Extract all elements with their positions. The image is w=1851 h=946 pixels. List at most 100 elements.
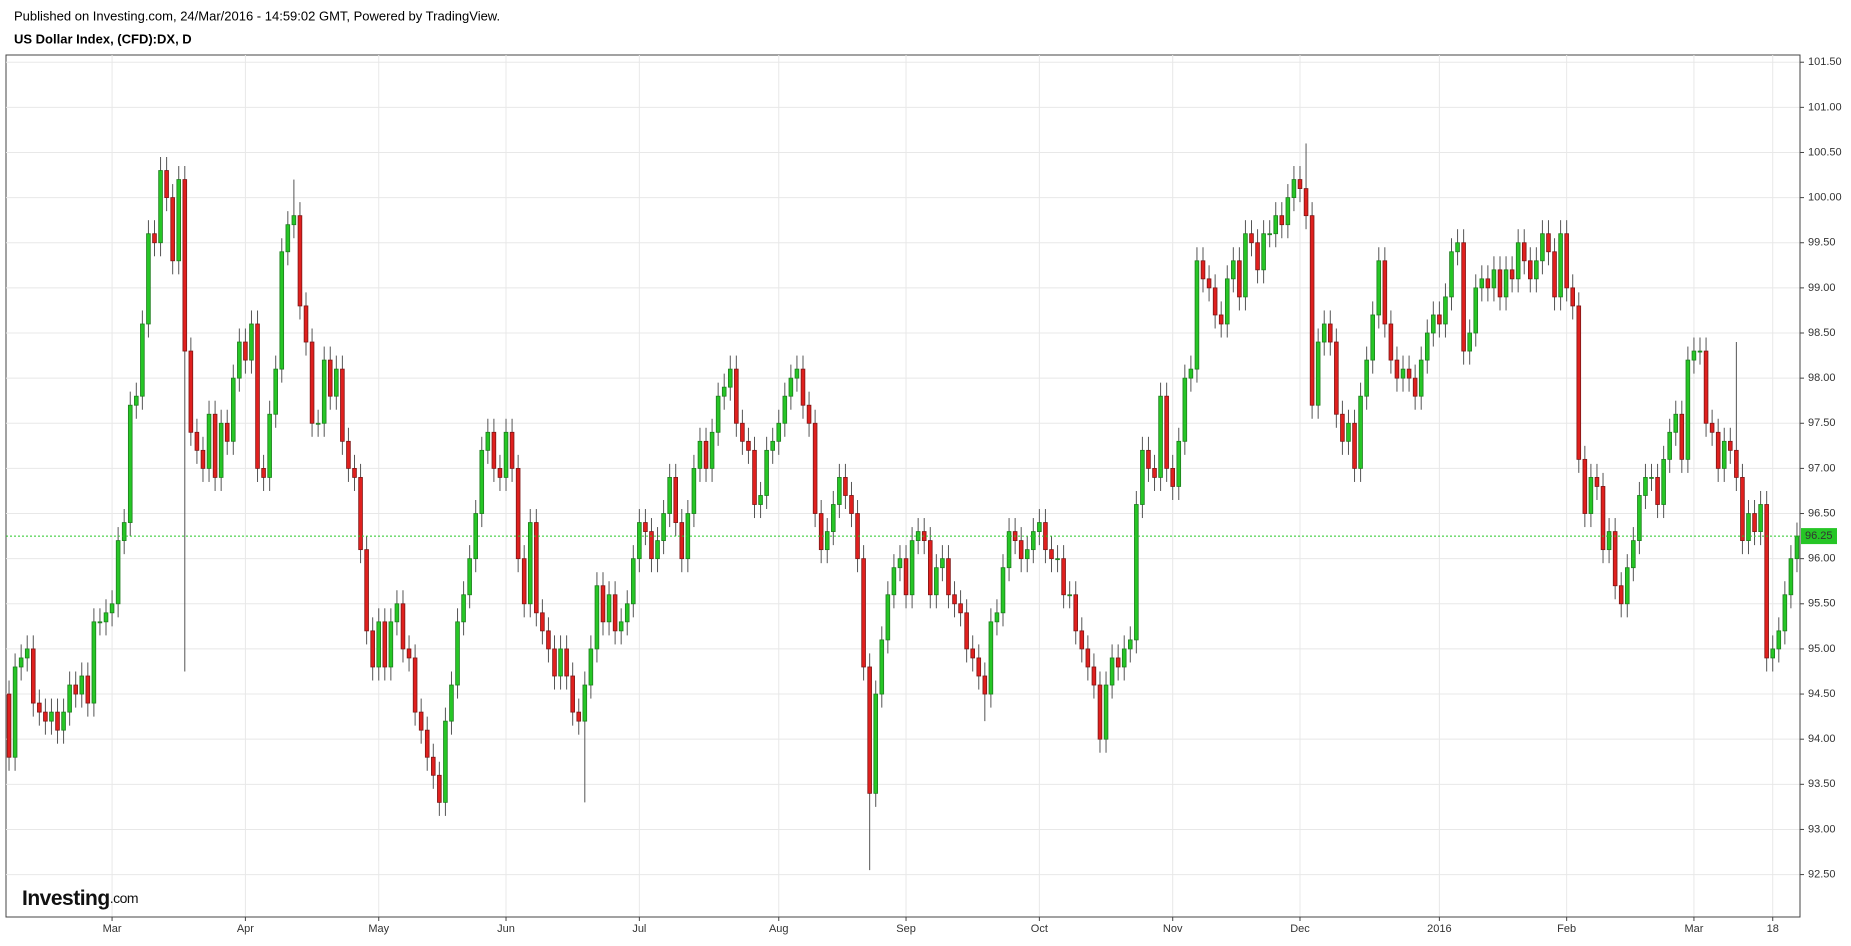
y-tick-label: 100.50 (1808, 146, 1842, 158)
candle-body (1340, 413, 1345, 442)
candle-body (243, 341, 248, 361)
candle-body (224, 422, 230, 442)
candle-body (303, 305, 309, 343)
candle-body (1588, 477, 1594, 514)
candle-body (1534, 260, 1539, 280)
y-tick-label: 96.50 (1808, 507, 1836, 519)
candle-body (1558, 233, 1563, 298)
candle-body (1661, 458, 1666, 505)
candle-body (1103, 684, 1109, 740)
candle-body (1685, 359, 1691, 460)
candle-body (1188, 368, 1194, 379)
candle-body (703, 440, 709, 469)
candle-body (1649, 477, 1654, 479)
y-tick-label: 98.00 (1808, 372, 1836, 384)
candle-body (394, 603, 400, 623)
candle-body (340, 368, 345, 442)
candle-body (1546, 233, 1551, 253)
candle-body (740, 422, 745, 442)
logo-main: Investing (22, 887, 110, 910)
candle-body (1764, 504, 1769, 659)
candle-body (1485, 278, 1491, 289)
candle-body (334, 368, 339, 397)
candle-body (903, 558, 909, 596)
chart-title: US Dollar Index, (CFD):DX, D (14, 31, 192, 46)
candle-body (1740, 477, 1745, 542)
x-tick-label: Feb (1557, 923, 1576, 935)
candle-body (152, 233, 157, 244)
candle-body (1170, 467, 1175, 487)
candle-body (606, 594, 612, 623)
candle-body (649, 531, 654, 560)
last-price-box (1801, 528, 1837, 545)
candle-body (837, 477, 842, 505)
candle-body (1200, 260, 1206, 280)
candle-body (1049, 549, 1054, 560)
candle-body (1521, 242, 1527, 262)
candle-body (1631, 540, 1636, 569)
candle-body (497, 467, 503, 478)
candle-body (679, 522, 685, 560)
candle-body (503, 431, 509, 478)
candle-body (1709, 422, 1715, 433)
candle-body (1334, 341, 1339, 415)
candle-body (746, 440, 751, 451)
candle-body (61, 711, 66, 731)
candle-body (1752, 513, 1757, 532)
candle-body (1618, 585, 1624, 605)
candle-body (1691, 350, 1697, 361)
candle-body (1303, 188, 1309, 217)
candle-body (1285, 197, 1291, 226)
candle-body (1182, 377, 1188, 442)
candle-body (527, 522, 533, 605)
candle-body (1794, 535, 1800, 560)
y-tick-label: 94.00 (1808, 733, 1836, 745)
candle-body (1728, 440, 1733, 451)
candle-body (400, 603, 406, 650)
candle-body (1455, 242, 1460, 253)
x-tick-label: Oct (1031, 923, 1048, 935)
candle-body (1134, 504, 1139, 641)
candle-body (570, 675, 575, 713)
candle-body (534, 522, 539, 614)
candle-body (800, 368, 806, 406)
candle-body (1037, 522, 1042, 532)
candle-body (485, 431, 491, 451)
candle-body (970, 648, 975, 659)
candle-body (734, 368, 739, 424)
candle-body (1376, 260, 1382, 316)
candle-body (479, 449, 485, 514)
candle-body (1224, 278, 1230, 325)
candle-body (1461, 242, 1466, 352)
candle-body (697, 440, 703, 469)
candle-body (1418, 359, 1424, 397)
candle-body (1031, 531, 1036, 551)
candle-body (849, 495, 854, 514)
x-tick-label: Dec (1290, 923, 1310, 935)
candle-body (1388, 323, 1394, 361)
candle-body (146, 233, 151, 325)
candle-body (158, 170, 163, 244)
candle-body (134, 395, 139, 406)
candle-body (1582, 458, 1588, 514)
candle-body (55, 711, 60, 731)
candle-body (43, 711, 48, 722)
candle-body (1267, 233, 1272, 236)
x-tick-label: Sep (896, 923, 916, 935)
candle-body (1055, 558, 1060, 561)
candles (6, 143, 1800, 871)
candle-body (727, 368, 733, 388)
candle-body (940, 558, 945, 569)
candle-body (30, 648, 36, 704)
candle-body (491, 431, 497, 469)
candle-body (321, 359, 327, 424)
y-tick-label: 97.50 (1808, 417, 1836, 429)
candle-body (582, 684, 588, 722)
candle-body (1352, 422, 1357, 469)
candle-body (443, 720, 448, 803)
candle-body (1273, 215, 1279, 235)
candle-body (85, 675, 91, 704)
y-tick-label: 92.50 (1808, 868, 1836, 880)
candle-body (1091, 666, 1097, 686)
candle-body (673, 477, 678, 523)
